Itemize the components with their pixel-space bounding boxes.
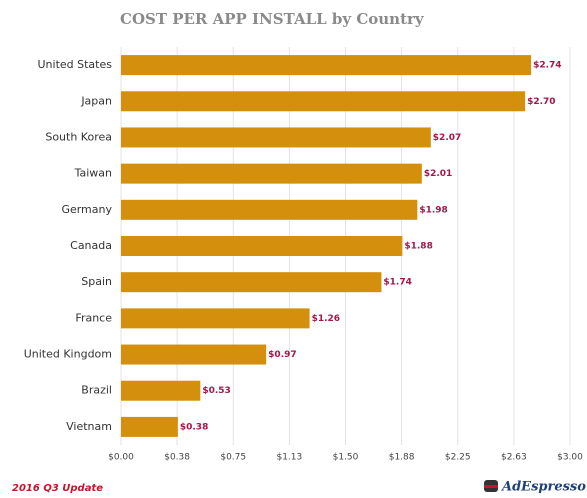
bar <box>121 236 403 256</box>
bar <box>121 344 267 365</box>
x-tick-label: $1.13 <box>276 453 302 463</box>
bar <box>121 55 532 76</box>
y-tick-label: United States <box>38 58 113 71</box>
brand-name: AdEspresso <box>500 480 586 495</box>
y-tick-label: Spain <box>81 275 112 288</box>
value-label: $0.97 <box>268 350 296 360</box>
bar <box>121 127 431 148</box>
y-tick-label: Germany <box>61 203 112 216</box>
y-tick-label: Taiwan <box>74 167 112 180</box>
y-tick-label: Canada <box>70 239 112 252</box>
x-tick-label: $1.50 <box>333 453 359 463</box>
bar <box>121 272 382 293</box>
value-label: $2.01 <box>424 169 452 179</box>
value-label: $1.98 <box>419 205 447 215</box>
value-label: $2.74 <box>533 61 561 71</box>
bar <box>121 199 418 220</box>
value-label: $0.38 <box>180 422 208 432</box>
bar <box>121 380 201 401</box>
y-tick-label: Brazil <box>81 384 112 397</box>
x-tick-label: $0.00 <box>108 453 134 463</box>
x-tick-label: $2.63 <box>501 453 527 463</box>
x-tick-label: $3.00 <box>557 453 583 463</box>
x-tick-label: $1.88 <box>389 453 415 463</box>
y-tick-label: United Kingdom <box>24 348 112 361</box>
value-label: $1.88 <box>404 242 432 252</box>
value-label: $2.07 <box>433 133 461 143</box>
value-label: $0.53 <box>202 386 230 396</box>
bar <box>121 91 526 112</box>
x-tick-label: $2.25 <box>445 453 471 463</box>
value-label: $1.74 <box>383 278 411 288</box>
y-tick-label: France <box>75 311 112 324</box>
bar <box>121 163 422 184</box>
x-tick-label: $0.75 <box>220 453 246 463</box>
bar <box>121 416 178 437</box>
footer-note: 2016 Q3 Update <box>12 483 103 494</box>
x-tick-label: $0.38 <box>164 453 190 463</box>
value-label: $1.26 <box>312 314 340 324</box>
chart-title: COST PER APP INSTALL by Country <box>120 10 425 28</box>
bar <box>121 308 310 329</box>
brand-icon-stripe <box>484 485 498 488</box>
y-tick-label: Japan <box>80 94 112 107</box>
y-tick-label: South Korea <box>45 130 112 143</box>
brand-logo: AdEspresso <box>484 480 586 495</box>
y-tick-label: Vietnam <box>66 420 112 433</box>
value-label: $2.70 <box>527 97 555 107</box>
